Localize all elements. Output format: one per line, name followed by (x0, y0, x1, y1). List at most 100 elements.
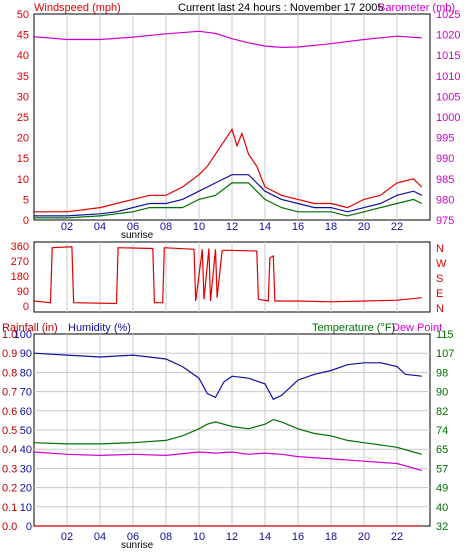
rainfall-tick-label: 0.1 (2, 502, 17, 514)
hour-tick-label: 12 (226, 221, 238, 233)
hour-tick-label: 18 (325, 531, 337, 543)
hour-tick-label: 16 (292, 531, 304, 543)
panel1-hour-ticks: 02 04 06 08 10 12 14 16 18 20 22 (61, 221, 403, 233)
windspeed-ticks: 0 5 10 15 20 25 30 35 40 45 50 (17, 9, 29, 227)
panel3-series (33, 352, 422, 527)
hour-tick-label: 10 (193, 221, 205, 233)
humidity-tick-label: 40 (20, 444, 32, 456)
barometer-tick-label: 1010 (436, 71, 460, 83)
humidity-tick-label: 0 (26, 521, 32, 533)
windspeed-tick-label: 50 (17, 9, 29, 21)
windspeed-tick-label: 5 (23, 194, 29, 206)
windspeed-tick-label: 0 (23, 215, 29, 227)
barometer-tick-label: 1015 (436, 50, 460, 62)
humidity-tick-label: 90 (20, 348, 32, 360)
sunrise-label-bottom: sunrise (121, 540, 154, 551)
rainfall-ticks: 0.0 0.1 0.2 0.3 0.4 0.5 0.6 0.7 0.8 0.9 1.0 (2, 329, 17, 533)
humidity-tick-label: 10 (20, 502, 32, 514)
humidity-ticks: 0 10 20 30 40 50 60 70 80 90 100 (14, 329, 32, 533)
barometer-tick-label: 990 (436, 153, 454, 165)
windspeed-tick-label: 10 (17, 174, 29, 186)
humidity-tick-label: 20 (20, 483, 32, 495)
humidity-tick-label: 30 (20, 463, 32, 475)
rainfall-tick-label: 0.7 (2, 387, 17, 399)
hour-tick-label: 22 (391, 221, 403, 233)
dewpoint-axis-title: Dew Point (392, 322, 442, 334)
windspeed-tick-label: 20 (17, 133, 29, 145)
rainfall-tick-label: 0.8 (2, 367, 17, 379)
sunrise-label-top: sunrise (121, 230, 154, 241)
temperature-axis-title: Temperature (°F) (312, 322, 395, 334)
compass-point-label: N (436, 243, 444, 255)
temperature-tick-label: 49 (436, 483, 448, 495)
wind-barometer-panel: 0 5 10 15 20 25 30 35 40 45 50 975 980 985 990 995 10 0 0… (17, 9, 461, 241)
rain-humidity-temp-panel: 0.0 0.1 0.2 0.3 0.4 0.5 0.6 0.7 0.8 0.9 1.0 0 10 20 3… (2, 329, 454, 551)
hour-tick-label: 08 (160, 531, 172, 543)
rainfall-tick-label: 0.6 (2, 406, 17, 418)
direction-degree-label: 90 (17, 286, 29, 298)
windspeed-tick-label: 25 (17, 112, 29, 124)
barometer-tick-label: 995 (436, 133, 454, 145)
temperature-line (34, 182, 423, 219)
hour-tick-label: 02 (61, 221, 73, 233)
rainfall-tick-label: 0.2 (2, 483, 17, 495)
temperature-tick-label: 40 (436, 502, 448, 514)
humidity-axis-title: Humidity (%) (68, 322, 131, 334)
rainfall-axis-title: Rainfall (in) (2, 322, 58, 334)
hour-tick-label: 22 (391, 531, 403, 543)
hour-tick-label: 20 (358, 531, 370, 543)
panel2-series (33, 246, 422, 305)
temperature-tick-label: 82 (436, 406, 448, 418)
compass-point-label: S (436, 273, 443, 285)
direction-degree-label: 180 (11, 271, 29, 283)
wind-direction-line (33, 246, 422, 305)
windspeed-tick-label: 15 (17, 153, 29, 165)
compass-point-label: W (436, 258, 447, 270)
humidity-tick-label: 70 (20, 387, 32, 399)
temperature-tick-label: 98 (436, 367, 448, 379)
direction-degree-label: 270 (11, 256, 29, 268)
temperature-tick-label: 115 (436, 329, 454, 341)
panel3-gridlines (34, 334, 430, 526)
rainfall-tick-label: 0.9 (2, 348, 17, 360)
hour-tick-label: 20 (358, 221, 370, 233)
hour-tick-label: 04 (94, 221, 106, 233)
temperature-tick-label: 74 (436, 425, 448, 437)
barometer-tick-label: 985 (436, 174, 454, 186)
hour-tick-label: 10 (193, 531, 205, 543)
barometer-tick-label: 1020 (436, 30, 460, 42)
windspeed-tick-label: 45 (17, 30, 29, 42)
panel3-hour-ticks: 02 04 06 08 10 12 14 16 18 20 22 (61, 531, 403, 543)
compass-point-label: E (436, 288, 443, 300)
hour-tick-label: 14 (259, 221, 271, 233)
direction-degree-label: 0 (23, 301, 29, 313)
hour-tick-label: 02 (61, 531, 73, 543)
rainfall-tick-label: 0.5 (2, 425, 17, 437)
compass-point-label: N (436, 303, 444, 315)
rainfall-tick-label: 1.0 (2, 329, 17, 341)
hour-tick-label: 04 (94, 531, 106, 543)
hour-tick-label: 16 (292, 221, 304, 233)
direction-degree-ticks: 0 90 180 270 360 (11, 241, 29, 313)
temperature-tick-label: 32 (436, 521, 448, 533)
hour-tick-label: 06 (127, 531, 139, 543)
barometer-ticks: 975 980 985 990 995 1000 1005 1010 1015 1020 1025 (436, 9, 460, 227)
windspeed-tick-label: 30 (17, 91, 29, 103)
hour-tick-label: 12 (226, 531, 238, 543)
temperature-tick-label: 65 (436, 444, 448, 456)
dewpoint-line (33, 451, 422, 472)
temperature-line (33, 418, 422, 455)
windspeed-tick-label: 35 (17, 71, 29, 83)
humidity-line (34, 174, 423, 217)
windspeed-tick-label: 40 (17, 50, 29, 62)
temperature-ticks: 32 40 49 57 65 74 82 90 98 107 115 (436, 329, 454, 533)
barometer-tick-label: 975 (436, 215, 454, 227)
direction-degree-label: 360 (11, 241, 29, 253)
rainfall-tick-label: 0.3 (2, 463, 17, 475)
barometer-tick-label: 1005 (436, 91, 460, 103)
temperature-tick-label: 90 (436, 387, 448, 399)
barometer-tick-label: 980 (436, 194, 454, 206)
barometer-line (33, 30, 422, 49)
